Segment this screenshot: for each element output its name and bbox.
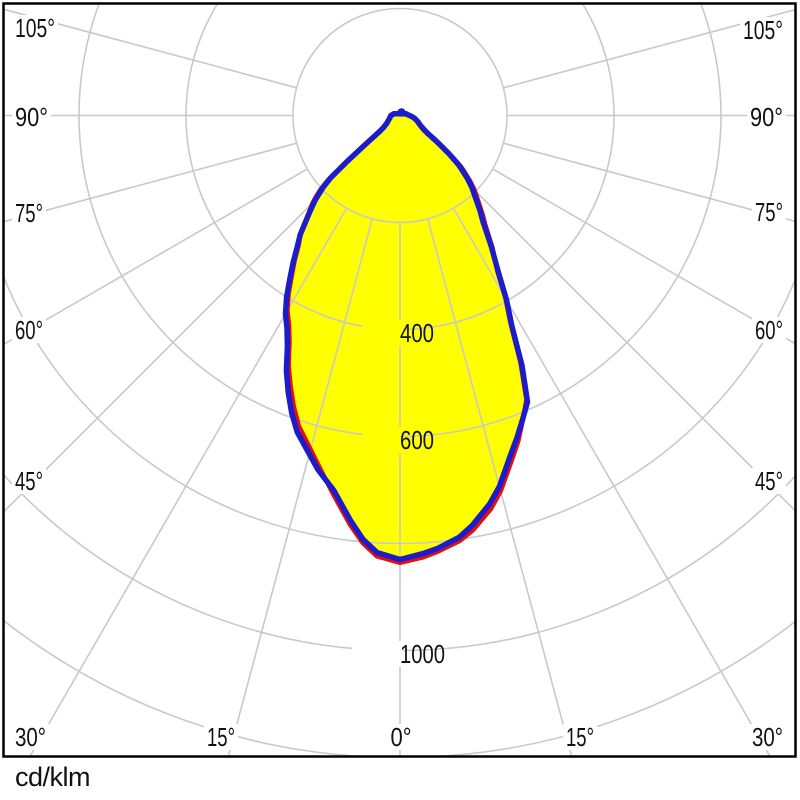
angle-label: 60° [15, 315, 43, 345]
angle-label-bg [12, 15, 58, 41]
angle-label-bg [204, 724, 238, 750]
angle-label-bg [752, 468, 786, 494]
polar-grid-radial [503, 8, 796, 89]
angle-label: 75° [755, 197, 783, 227]
angle-label-bg [12, 104, 51, 130]
angle-label: 30° [752, 722, 783, 752]
ring-value-label-bg [352, 641, 403, 667]
angle-label: 90° [15, 102, 48, 132]
curve-origin-dot [397, 108, 406, 117]
ring-value-label-bg [363, 320, 403, 346]
polar-grid-radial [3, 190, 325, 514]
angle-label: 105° [15, 13, 55, 43]
angle-label: 75° [15, 198, 43, 228]
chart-frame [2, 2, 797, 758]
angle-label: 15° [566, 722, 594, 752]
polar-grid-radial [3, 142, 297, 223]
angle-label: 15° [207, 722, 235, 752]
polar-grid-radial [475, 190, 796, 513]
curve-c90-c270 [282, 111, 531, 563]
angle-label: 45° [755, 466, 783, 496]
angle-label-bg [752, 317, 786, 343]
ring-value-label: 1000 [400, 639, 445, 669]
polar-grid-radial [28, 207, 348, 757]
angle-label: 105° [743, 15, 783, 45]
polar-grid-radial [503, 142, 796, 223]
angle-label-bg [563, 724, 597, 750]
angle-label: 60° [755, 315, 783, 345]
units-label: cd/klm [15, 762, 91, 792]
polar-grid-radial [3, 8, 297, 89]
angle-label-bg [752, 199, 786, 225]
beam-fill [285, 113, 528, 560]
ring-value-label-bg [363, 427, 403, 453]
angle-label-bg [740, 17, 786, 43]
photometric-polar-chart: 400 600 1000 105° 90° 75° 60° 45° 30° 15° 0° 15° 30°… [2, 2, 797, 758]
angle-label-bg [387, 724, 415, 750]
angle-label: 45° [15, 466, 43, 496]
angle-label-bg [12, 724, 49, 750]
polar-chart-svg: 400 600 1000 105° 90° 75° 60° 45° 30° 15° 0° 15° 30°… [2, 2, 797, 758]
angle-label: 30° [15, 722, 46, 752]
angle-label-bg [747, 104, 786, 130]
angle-label-bg [12, 200, 46, 226]
angle-label-bg [12, 468, 46, 494]
angle-label-bg [12, 317, 46, 343]
ring-value-label: 400 [400, 318, 434, 348]
angle-label: 90° [750, 102, 783, 132]
angle-label-bg [749, 724, 786, 750]
angle-label: 0° [391, 722, 412, 752]
ring-value-label: 600 [400, 425, 434, 455]
